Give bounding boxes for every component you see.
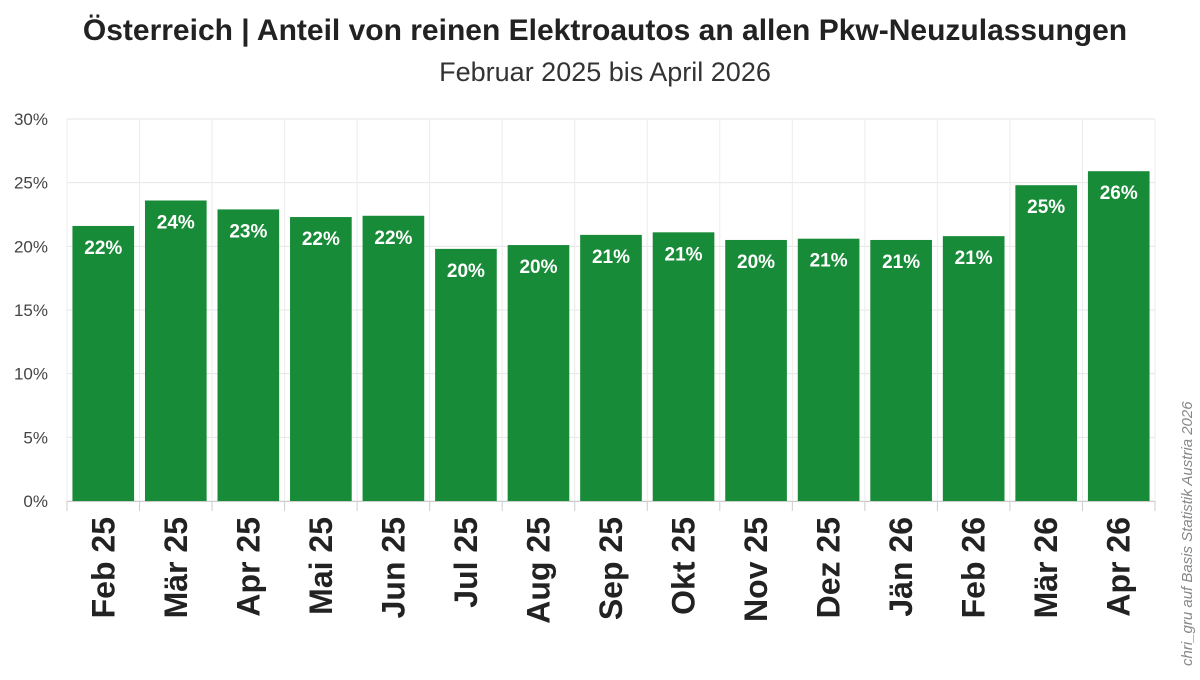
bar-value-label: 22% bbox=[84, 238, 122, 259]
bar bbox=[870, 239, 932, 501]
y-tick-label: 15% bbox=[14, 301, 48, 320]
x-tick-label: Aug 25 bbox=[520, 517, 556, 624]
bar bbox=[144, 200, 207, 501]
x-tick-label: Feb 25 bbox=[85, 517, 121, 618]
bar-value-label: 21% bbox=[810, 251, 848, 272]
y-tick-label: 25% bbox=[14, 174, 48, 193]
x-tick-label: Jul 25 bbox=[448, 517, 484, 608]
bar bbox=[72, 225, 135, 501]
x-tick-label: Jun 25 bbox=[375, 517, 411, 618]
source-note: chri_gru auf Basis Statistik Austria 202… bbox=[1179, 401, 1196, 666]
x-tick-label: Mär 25 bbox=[158, 517, 194, 618]
bar-labels: 22% 24% 23% 22% 22% 20% 20% 21% 21% 20% 21% 21% 21% 2… bbox=[84, 183, 1138, 282]
x-tick-label: Apr 25 bbox=[230, 517, 266, 617]
x-axis: Feb 25 Mär 25 Apr 25 Mai 25 Jun 25 Jul 25 Aug … bbox=[66, 501, 1156, 624]
bar bbox=[507, 245, 570, 501]
y-tick-label: 20% bbox=[14, 237, 48, 256]
bar-value-label: 23% bbox=[229, 221, 267, 242]
y-tick-label: 30% bbox=[14, 110, 48, 129]
bar-value-label: 24% bbox=[157, 212, 195, 233]
bar-value-label: 22% bbox=[374, 228, 412, 249]
x-tick-label: Nov 25 bbox=[738, 517, 774, 622]
bar-value-label: 22% bbox=[302, 229, 340, 250]
bar bbox=[1015, 185, 1078, 502]
bar-value-label: 25% bbox=[1027, 197, 1065, 218]
x-tick-label: Feb 26 bbox=[956, 517, 992, 618]
bar-value-label: 21% bbox=[955, 248, 993, 269]
bar bbox=[362, 215, 425, 502]
bar-value-label: 20% bbox=[519, 257, 557, 278]
y-tick-label: 0% bbox=[23, 492, 48, 511]
x-tick-label: Apr 26 bbox=[1101, 517, 1137, 617]
bar bbox=[652, 232, 715, 501]
bar bbox=[797, 238, 860, 501]
bar bbox=[942, 236, 1005, 501]
y-axis: 0% 5% 10% 15% 20% 25% 30% bbox=[14, 110, 48, 511]
bar bbox=[435, 248, 497, 501]
x-tick-label: Sep 25 bbox=[593, 517, 629, 620]
bar-value-label: 20% bbox=[447, 261, 485, 282]
bar bbox=[217, 209, 280, 501]
chart-subtitle: Februar 2025 bis April 2026 bbox=[439, 57, 771, 87]
bar bbox=[580, 234, 642, 501]
chart-title: Österreich | Anteil von reinen Elektroau… bbox=[82, 14, 1128, 47]
bar-value-label: 21% bbox=[665, 244, 703, 265]
x-tick-label: Dez 25 bbox=[811, 517, 847, 618]
y-tick-label: 5% bbox=[23, 428, 48, 447]
bar bbox=[290, 217, 352, 501]
x-tick-label: Okt 25 bbox=[666, 517, 702, 615]
bar-value-label: 21% bbox=[882, 252, 920, 273]
bar bbox=[725, 239, 787, 501]
bars bbox=[72, 171, 1150, 502]
x-tick-label: Jän 26 bbox=[883, 517, 919, 617]
x-tick-label: Mai 25 bbox=[303, 517, 339, 615]
y-tick-label: 10% bbox=[14, 365, 48, 384]
bar-value-label: 21% bbox=[592, 247, 630, 268]
bar-value-label: 20% bbox=[737, 252, 775, 273]
bar bbox=[1087, 171, 1150, 501]
x-tick-label: Mär 26 bbox=[1028, 517, 1064, 618]
bar-value-label: 26% bbox=[1100, 183, 1138, 204]
